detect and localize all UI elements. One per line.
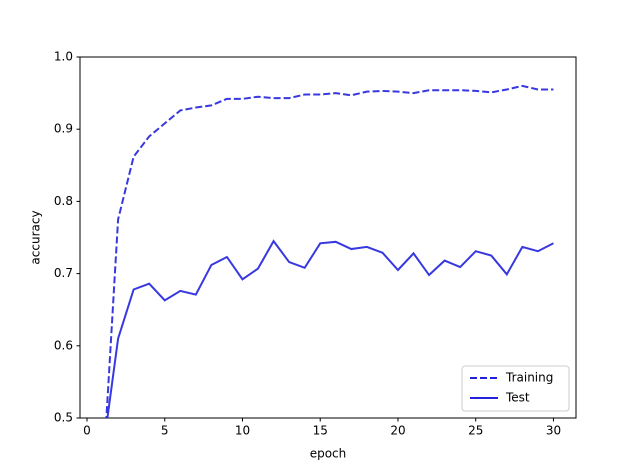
legend-label: Training <box>505 371 553 385</box>
series-line <box>106 239 554 418</box>
x-tick-label: 15 <box>313 424 328 438</box>
x-tick-label: 30 <box>546 424 561 438</box>
legend: Training Test <box>461 365 570 412</box>
y-tick-label: 1.0 <box>54 50 73 64</box>
plot-frame <box>79 56 577 419</box>
plot-area <box>105 84 554 418</box>
y-tick-label: 0.8 <box>54 194 73 208</box>
y-tick-label: 0.5 <box>54 411 73 425</box>
legend-label: Test <box>505 391 530 405</box>
y-tick-label: 0.7 <box>54 266 73 280</box>
x-tick-label: 5 <box>161 424 169 438</box>
y-axis-label: accuracy <box>29 210 43 264</box>
x-axis-label: epoch <box>310 447 347 461</box>
legend-box <box>461 365 570 412</box>
x-tick-label: 25 <box>468 424 483 438</box>
y-tick-label: 0.6 <box>54 338 73 352</box>
x-tick-label: 20 <box>390 424 405 438</box>
x-tick-label: 0 <box>83 424 91 438</box>
y-tick-label: 0.9 <box>54 122 73 136</box>
x-tick-label: 10 <box>235 424 250 438</box>
series-line <box>105 84 554 418</box>
